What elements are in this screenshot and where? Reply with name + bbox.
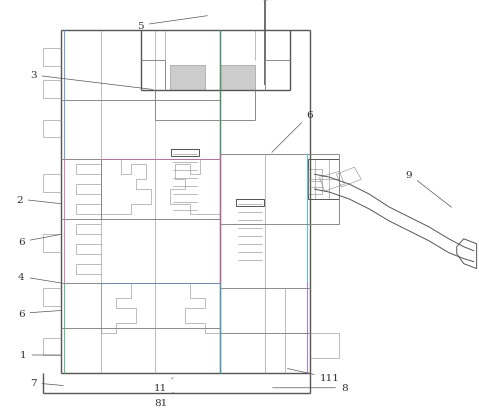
Text: 5: 5	[137, 17, 207, 31]
Text: 1: 1	[20, 351, 61, 360]
Text: 8: 8	[273, 383, 348, 392]
Text: 2: 2	[16, 195, 61, 204]
Text: 9: 9	[406, 170, 452, 208]
Text: 7: 7	[30, 378, 63, 387]
Text: 6: 6	[18, 235, 61, 247]
Text: 6: 6	[272, 111, 313, 153]
Bar	[308, 160, 340, 199]
Polygon shape	[171, 66, 205, 90]
Text: 81: 81	[154, 392, 173, 407]
Text: 4: 4	[18, 272, 61, 283]
Text: 3: 3	[30, 71, 153, 90]
Text: 111: 111	[287, 369, 340, 382]
Text: 6: 6	[18, 309, 61, 318]
Polygon shape	[220, 66, 255, 90]
Text: 11: 11	[154, 377, 173, 392]
